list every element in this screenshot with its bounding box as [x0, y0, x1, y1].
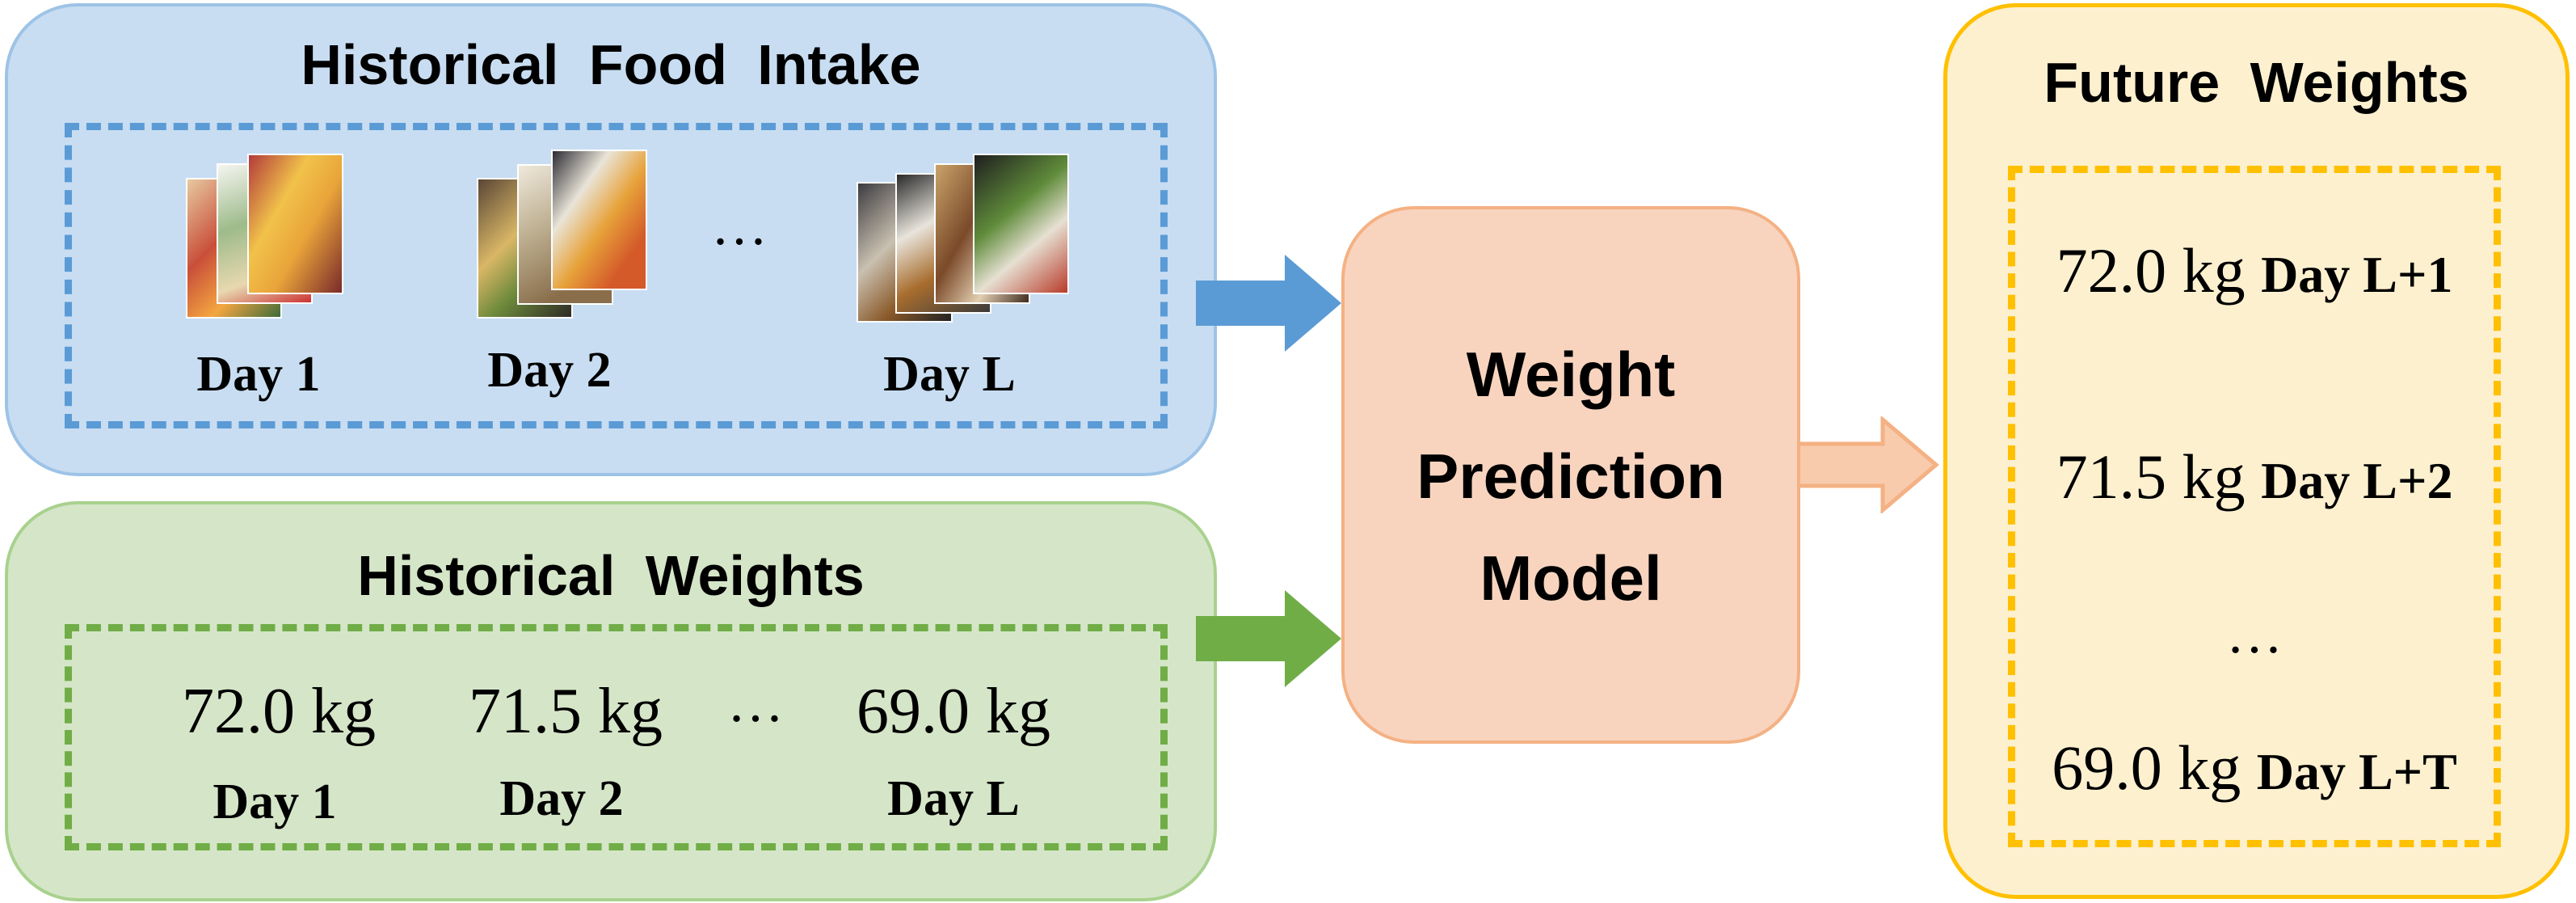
future-weight-value: 71.5 kg	[2056, 441, 2246, 512]
historical-weights-box	[65, 624, 1168, 850]
weights-day-label: Day 2	[499, 771, 624, 826]
food-images-day-1	[186, 154, 343, 319]
arrow-right-icon	[1196, 255, 1341, 352]
food-images-day-2	[477, 150, 647, 319]
food-images-day-l	[857, 154, 1069, 323]
food-photo	[247, 154, 343, 294]
future-day-label: Day L+2	[2261, 452, 2453, 509]
food-photo	[551, 150, 647, 290]
food-images-box	[65, 123, 1168, 428]
future-weight-value: 69.0 kg	[2052, 732, 2241, 803]
weight-prediction-model	[1341, 206, 1800, 744]
future-weight-row: 71.5 kg Day L+2	[2008, 441, 2501, 513]
weights-day-label: Day 1	[213, 774, 337, 829]
future-weights-box	[2008, 166, 2501, 847]
food-ellipsis: …	[711, 195, 768, 257]
arrow-right-icon	[1795, 416, 1939, 513]
food-day-label: Day 1	[196, 347, 321, 402]
food-day-label: Day 2	[487, 343, 612, 398]
future-day-label: Day L+1	[2261, 246, 2453, 303]
future-weight-row: 69.0 kg Day L+T	[2008, 732, 2501, 804]
historical-weight-value: 71.5 kg	[469, 676, 663, 747]
historical-weight-value: 72.0 kg	[182, 676, 376, 747]
historical-weights-panel	[5, 501, 1217, 901]
future-ellipsis: …	[2226, 603, 2283, 665]
weights-day-label: Day L	[887, 771, 1020, 826]
historical-weight-value: 69.0 kg	[857, 676, 1050, 747]
arrow-right-icon	[1196, 590, 1341, 687]
food-intake-title: Historical Food Intake	[301, 33, 921, 96]
model-title: Weight Prediction Model	[1416, 339, 1725, 614]
historical-weights-title: Historical Weights	[357, 544, 865, 607]
future-weight-value: 72.0 kg	[2056, 235, 2246, 306]
future-day-label: Day L+T	[2256, 743, 2457, 800]
future-weights-panel	[1943, 3, 2570, 899]
future-weights-title: Future Weights	[2044, 51, 2469, 114]
future-weight-row: 72.0 kg Day L+1	[2008, 234, 2501, 307]
food-photo	[973, 154, 1069, 294]
weights-ellipsis: …	[727, 672, 784, 734]
food-day-label: Day L	[883, 347, 1016, 402]
